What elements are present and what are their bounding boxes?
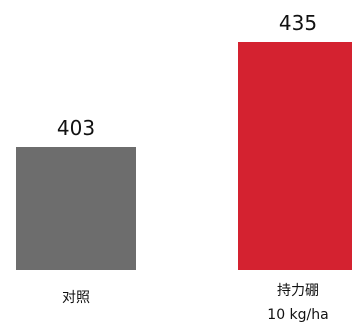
value-labels: 403 435 [57, 11, 317, 140]
category-label-0: 对照 [62, 290, 90, 306]
value-label-0: 403 [57, 116, 95, 140]
category-sublabel-1: 10 kg/ha [267, 307, 328, 323]
bars [16, 42, 352, 270]
category-label-1: 持力硼 [277, 283, 319, 299]
category-labels: 对照 持力硼 10 kg/ha [62, 283, 329, 323]
value-label-1: 435 [279, 11, 317, 35]
bar-1 [238, 42, 352, 270]
bar-0 [16, 147, 136, 270]
